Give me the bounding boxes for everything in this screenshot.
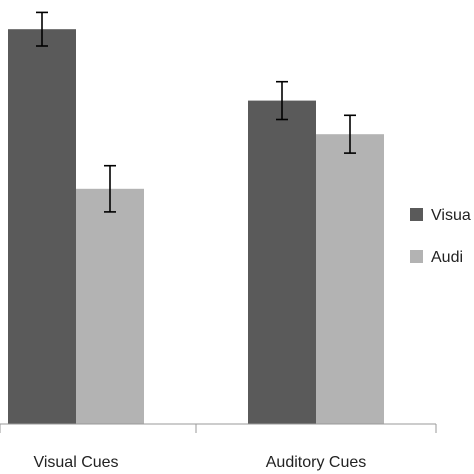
bar-0-1 [76,188,144,424]
bar-0-0 [8,29,76,424]
error-bar-1-0 [276,80,288,121]
legend-swatch-1 [410,250,423,263]
error-bar-0-0 [36,11,48,47]
legend-item-1: Audi [410,249,463,266]
error-bar-1-1 [344,114,356,154]
error-bar-0-1 [104,164,116,213]
legend-swatch-0 [410,208,423,221]
bar-1-0 [248,100,316,424]
bars-layer [8,29,384,424]
legend-label-0: Visua [431,207,471,224]
x-tick-label-0: Visual Cues [33,454,118,471]
x-tick-label-1: Auditory Cues [266,454,367,471]
legend: Visua Audi [410,207,471,266]
legend-item-0: Visua [410,207,471,224]
bar-1-1 [316,134,384,424]
legend-label-1: Audi [431,249,463,266]
x-axis-ticks: Visual Cues Auditory Cues [0,424,437,471]
error-bars-layer [36,11,356,213]
